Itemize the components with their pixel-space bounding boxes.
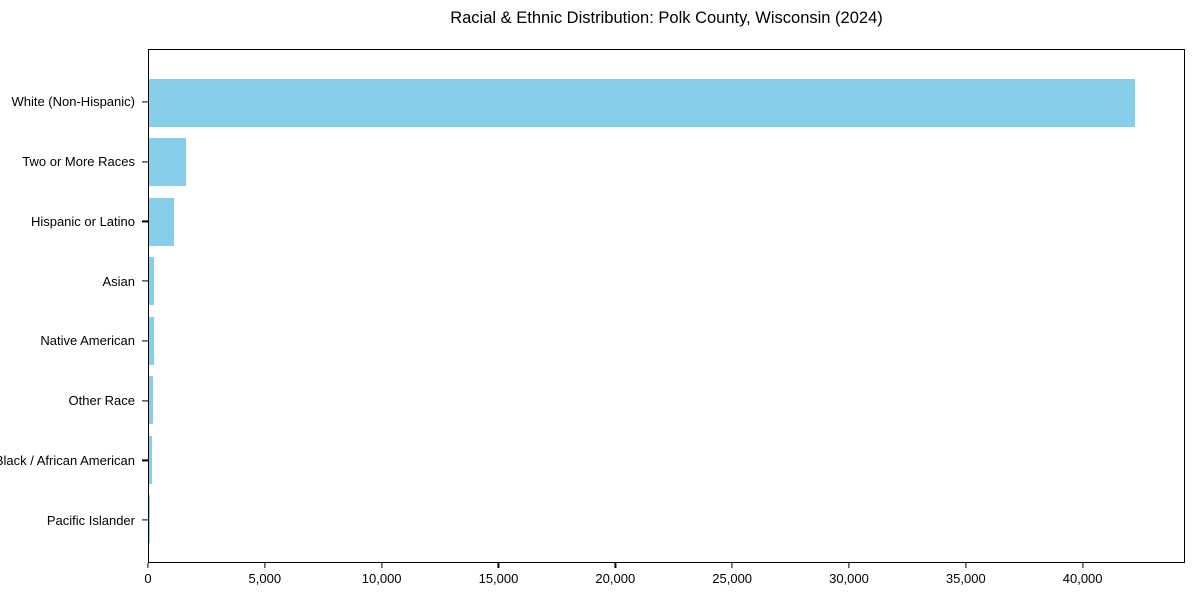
x-tick-label: 20,000 (595, 571, 636, 586)
bar-row-asian (149, 252, 1184, 312)
y-axis-category-labels: White (Non-Hispanic) Two or More Races His… (0, 49, 148, 563)
x-tick-label: 0 (144, 571, 152, 586)
y-tick-mark (142, 220, 148, 222)
y-tick-mark (142, 340, 148, 342)
x-tick-label: 35,000 (945, 571, 986, 586)
y-tick-label: Two or More Races (22, 154, 135, 170)
x-tick-mark (497, 563, 500, 568)
y-tick-label: Native American (40, 333, 135, 349)
x-tick-label: 10,000 (361, 571, 402, 586)
y-label-row-other-race: Other Race (0, 371, 148, 431)
chart-title: Racial & Ethnic Distribution: Polk Count… (450, 9, 883, 27)
y-tick-mark (142, 459, 148, 461)
x-tick-label: 5,000 (248, 571, 282, 586)
bar-row-black-african-american (149, 430, 1184, 490)
bar-asian (149, 257, 155, 306)
y-tick-mark (142, 101, 148, 103)
y-label-row-black-african-american: Black / African American (0, 431, 148, 491)
y-label-row-native-american: Native American (0, 311, 148, 371)
y-tick-label: Asian (102, 273, 135, 289)
bar-hispanic-or-latino (149, 197, 174, 246)
y-label-row-two-or-more-races: Two or More Races (0, 132, 148, 192)
bar-row-white-non-hispanic (149, 73, 1184, 133)
x-tick-label: 40,000 (1062, 571, 1103, 586)
x-tick-mark (147, 563, 149, 568)
plot-area (148, 49, 1185, 563)
bar-two-or-more-races (149, 138, 186, 187)
y-tick-mark (142, 400, 148, 402)
x-tick-mark (731, 563, 733, 568)
bar-row-two-or-more-races (149, 133, 1184, 193)
x-tick-mark (264, 563, 266, 568)
x-tick-mark (381, 563, 383, 568)
bar-white-non-hispanic (149, 78, 1135, 127)
bar-native-american (149, 316, 154, 365)
x-tick-mark (965, 563, 967, 568)
y-label-row-hispanic-or-latino: Hispanic or Latino (0, 192, 148, 252)
x-tick-label: 30,000 (829, 571, 869, 586)
y-tick-label: Black / African American (0, 452, 135, 468)
y-tick-label: Hispanic or Latino (30, 213, 135, 229)
x-tick-mark (1082, 563, 1084, 568)
bar-row-other-race (149, 371, 1184, 431)
y-label-row-asian: Asian (0, 251, 148, 311)
bar-row-native-american (149, 311, 1184, 371)
x-tick-label: 15,000 (478, 571, 519, 586)
y-tick-label: White (Non-Hispanic) (11, 94, 135, 110)
bar-other-race (149, 376, 154, 425)
y-tick-label: Pacific Islander (46, 512, 135, 528)
y-label-row-pacific-islander: Pacific Islander (0, 490, 148, 550)
bar-black-african-american (149, 435, 153, 484)
x-tick-mark (848, 563, 850, 568)
y-tick-mark (142, 519, 148, 521)
bar-row-hispanic-or-latino (149, 192, 1184, 252)
x-axis: 0 5,000 10,000 15,000 20,000 25,000 30,000 35,0… (144, 563, 1185, 595)
y-tick-mark (142, 161, 148, 163)
x-tick-label: 25,000 (712, 571, 753, 586)
y-tick-label: Other Race (68, 393, 135, 409)
y-label-row-white-non-hispanic: White (Non-Hispanic) (0, 72, 148, 132)
bar-row-pacific-islander (149, 490, 1184, 550)
x-tick-mark (614, 563, 616, 568)
y-tick-mark (142, 280, 148, 282)
